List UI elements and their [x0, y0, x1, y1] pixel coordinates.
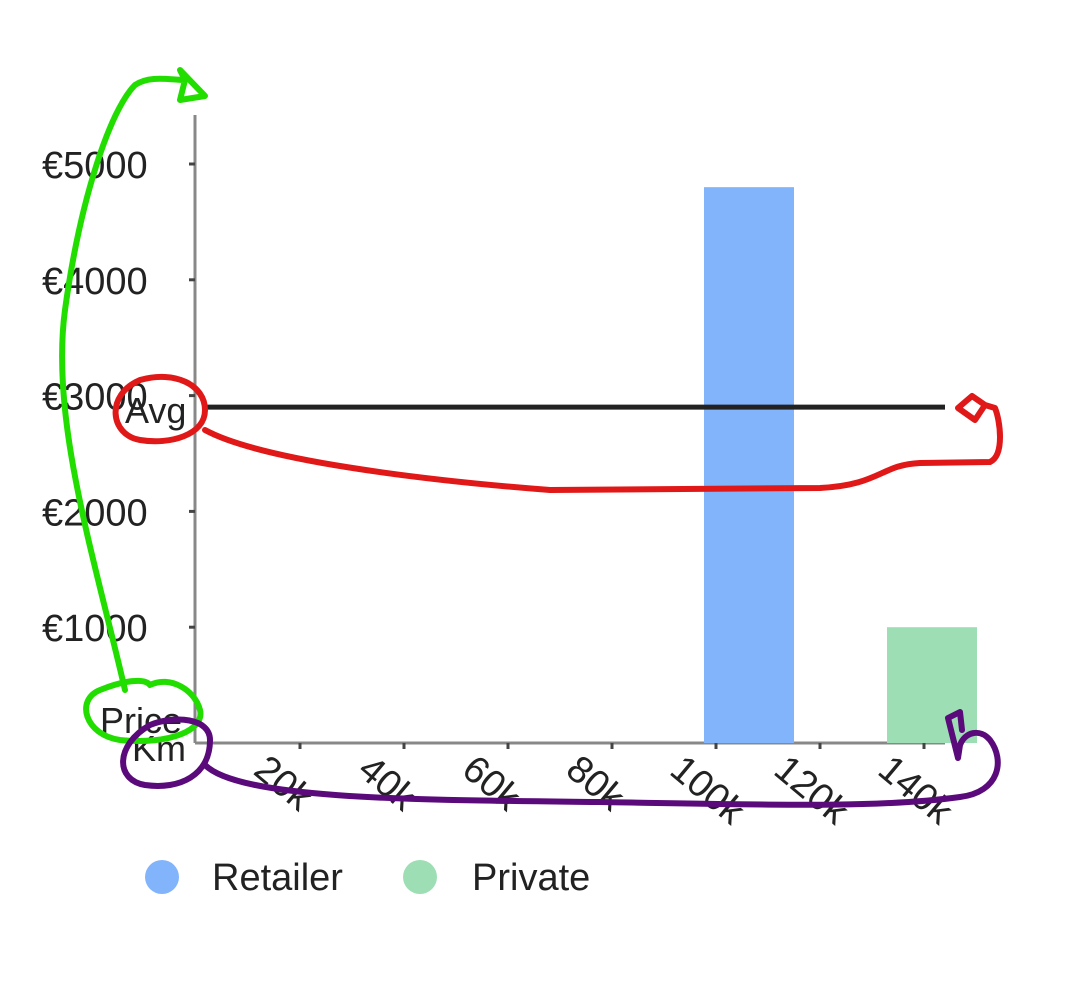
x-tick-label: 80k — [558, 748, 633, 820]
green-circle-annotation — [83, 677, 204, 744]
x-tick-label: 140k — [870, 748, 961, 834]
red-circle-annotation — [112, 373, 208, 445]
legend-label-private: Private — [472, 857, 590, 899]
x-tick-label: 60k — [454, 748, 529, 820]
bar-retailer-100k — [704, 187, 794, 743]
purple-arrow-annotation — [202, 709, 1001, 808]
legend-swatch-private — [403, 860, 437, 894]
legend: Retailer Private — [145, 857, 590, 899]
y-tick-label: €1000 — [42, 608, 148, 650]
bars-group — [205, 187, 977, 743]
red-arrow-annotation — [202, 393, 1003, 493]
green-arrow-annotation — [59, 67, 208, 693]
hand-drawn-annotations — [59, 67, 1003, 808]
y-tick-label: €2000 — [42, 492, 148, 534]
x-tick-label: 40k — [350, 748, 425, 820]
purple-circle-annotation — [120, 716, 213, 789]
x-tick-label: 120k — [766, 748, 857, 834]
y-tick-label: €4000 — [42, 261, 148, 303]
legend-label-retailer: Retailer — [212, 857, 343, 899]
legend-swatch-retailer — [145, 860, 179, 894]
x-tick-label: 100k — [662, 748, 753, 834]
axes-group — [189, 115, 945, 749]
avg-label: Avg — [125, 390, 186, 431]
